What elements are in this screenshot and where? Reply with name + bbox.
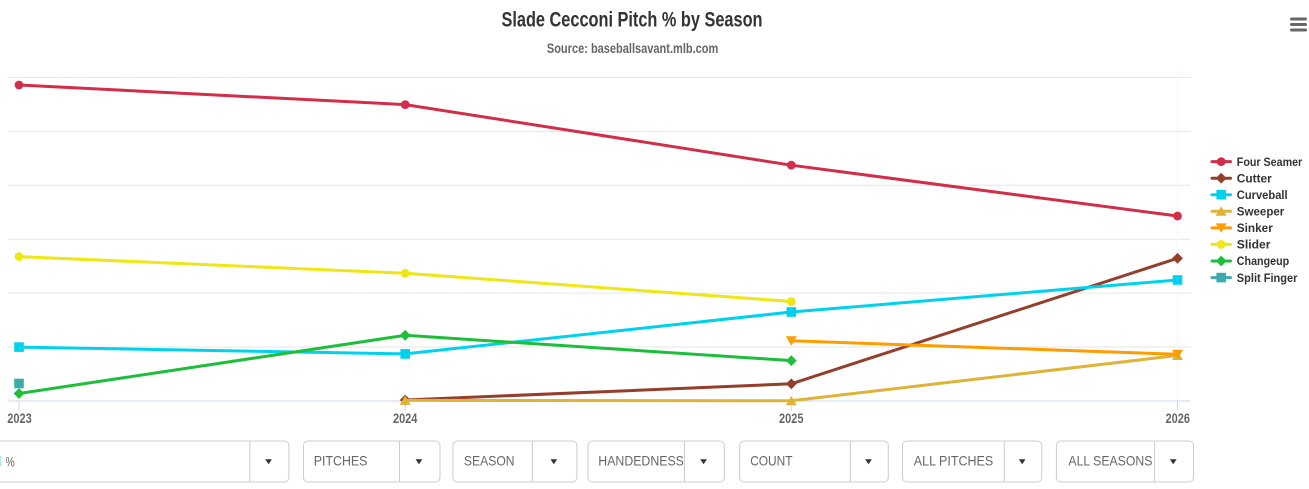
svg-text:2026: 2026: [1166, 410, 1191, 426]
svg-text:Sweeper: Sweeper: [1237, 207, 1285, 219]
svg-text:HANDEDNESS: HANDEDNESS: [598, 452, 684, 468]
svg-text:Curveball: Curveball: [1237, 190, 1288, 202]
svg-text:Changeup: Changeup: [1237, 256, 1289, 268]
svg-text:2024: 2024: [393, 410, 418, 426]
svg-text:COUNT: COUNT: [750, 452, 793, 468]
svg-text:Sinker: Sinker: [1237, 223, 1274, 235]
svg-text:Cutter: Cutter: [1237, 173, 1273, 185]
svg-text:Slade Cecconi Pitch % by Seaso: Slade Cecconi Pitch % by Season: [502, 8, 763, 31]
svg-text:Split Finger: Split Finger: [1237, 273, 1298, 285]
svg-text:ALL PITCHES: ALL PITCHES: [914, 452, 993, 468]
svg-text:%: %: [6, 453, 15, 469]
svg-text:SEASON: SEASON: [464, 452, 515, 468]
svg-text:Four Seamer: Four Seamer: [1237, 157, 1303, 169]
svg-text:2023: 2023: [7, 410, 32, 426]
svg-text:Source: baseballsavant.mlb.com: Source: baseballsavant.mlb.com: [547, 40, 719, 56]
svg-text:PITCHES: PITCHES: [314, 452, 368, 468]
svg-text:Slider: Slider: [1237, 240, 1271, 252]
svg-text:2025: 2025: [779, 410, 804, 426]
svg-text:ALL SEASONS: ALL SEASONS: [1068, 452, 1152, 468]
